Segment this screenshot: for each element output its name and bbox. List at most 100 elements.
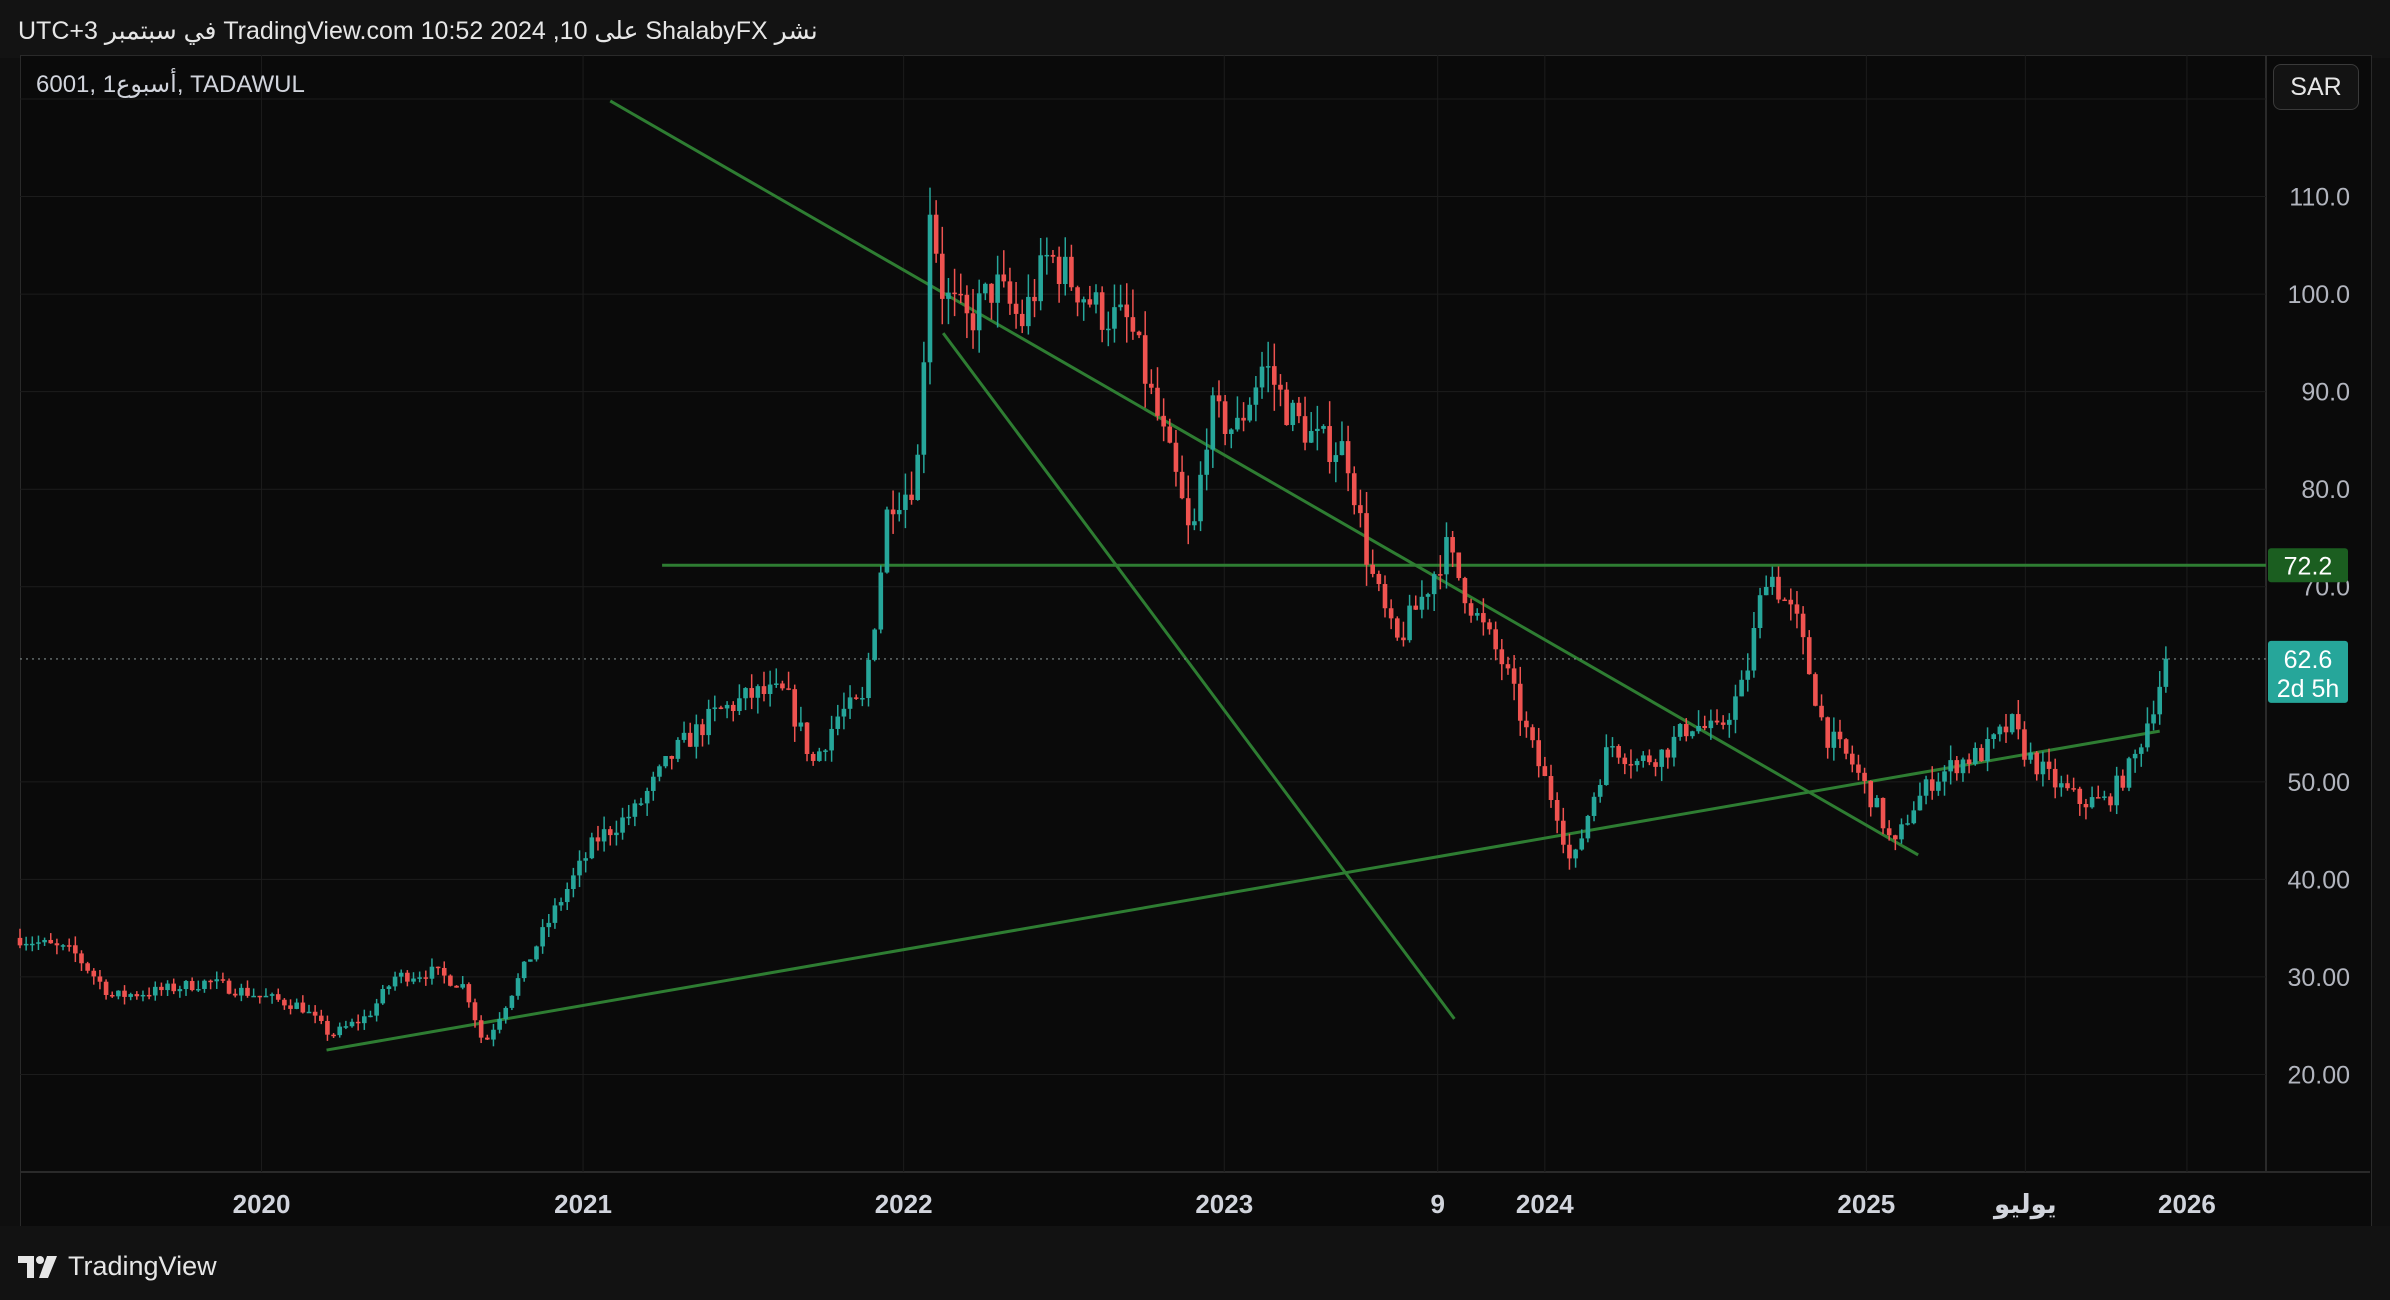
candle (860, 686, 865, 707)
candle-body (1640, 755, 1646, 761)
candle (651, 771, 656, 801)
candle-body (1628, 764, 1634, 766)
candle (460, 976, 466, 990)
candle (663, 756, 668, 769)
chart-frame[interactable] (20, 55, 2372, 1228)
candle (1149, 369, 1154, 395)
candle-body (362, 1016, 367, 1024)
candle-body (202, 980, 207, 989)
candle-body (29, 943, 35, 946)
candle (1585, 814, 1591, 843)
x-tick-label: 2026 (2158, 1189, 2216, 1219)
candle-body (1868, 780, 1874, 808)
candle (214, 971, 220, 989)
candle-body (294, 1002, 299, 1009)
candle-body (798, 722, 804, 727)
candle (915, 444, 920, 501)
candle (1290, 399, 1296, 432)
candle (380, 984, 386, 1005)
candle (607, 826, 613, 846)
y-tick-label: 90.0 (2301, 379, 2350, 407)
candle (29, 936, 35, 952)
candle (1530, 724, 1535, 748)
candle-body (2132, 753, 2138, 759)
candle (466, 982, 472, 1008)
candle-body (392, 976, 398, 987)
candle (146, 987, 152, 1000)
candle (1573, 848, 1578, 868)
candle (429, 958, 435, 985)
candle-body (1308, 431, 1314, 443)
candle (1505, 656, 1511, 675)
candle-body (2040, 761, 2046, 775)
candle (2089, 786, 2095, 809)
candle (355, 1014, 361, 1031)
candle-body (1917, 795, 1923, 811)
candle (1253, 375, 1259, 422)
candle (1948, 745, 1953, 785)
candle (1358, 489, 1363, 528)
x-axis: 2020 2021 2022 2023 9 2024 2025 يوليو 2026 (233, 1189, 2216, 1220)
candle (847, 685, 853, 719)
candle (1757, 587, 1763, 639)
candle (1019, 299, 1025, 334)
candle-body (1327, 426, 1332, 462)
candle-body (958, 293, 964, 296)
candle-body (122, 990, 127, 997)
candle-body (1991, 734, 1997, 740)
candle-body (1407, 605, 1412, 641)
candle (1093, 284, 1099, 314)
candle-body (1561, 820, 1566, 845)
candle-body (1936, 781, 1941, 791)
candle-body (1358, 505, 1363, 514)
candle-body (1683, 724, 1689, 737)
candle-body (1136, 331, 1142, 336)
candle (1874, 795, 1880, 808)
candle (577, 850, 582, 888)
candle (1997, 724, 2003, 742)
candle (1893, 834, 1898, 851)
candle (269, 992, 275, 1004)
candle (1727, 713, 1732, 738)
candle-body (1899, 824, 1904, 840)
grid-lines (20, 55, 2370, 1173)
candle (2138, 743, 2144, 767)
currency-button[interactable]: SAR (2273, 64, 2359, 110)
candle (1579, 829, 1585, 851)
candle-body (1235, 417, 1240, 430)
candle-body (1351, 473, 1357, 506)
candle-body (564, 888, 570, 903)
candle-body (1800, 613, 1806, 638)
candle (1702, 715, 1708, 731)
candle (2077, 786, 2083, 816)
candle-body (196, 988, 201, 991)
candle-body (909, 494, 914, 500)
candle (1714, 709, 1720, 725)
candle (368, 1010, 373, 1018)
candle (1345, 425, 1351, 492)
candle-body (1253, 387, 1259, 405)
candle (1481, 598, 1486, 636)
candle-body (177, 989, 183, 992)
candle (872, 628, 877, 662)
candle (1099, 286, 1105, 343)
candle-body (183, 980, 189, 990)
candle (939, 226, 945, 325)
candle (1376, 570, 1382, 592)
tradingview-logo[interactable]: TradingView (18, 1251, 217, 1282)
candle-body (257, 995, 263, 998)
candle (1936, 772, 1941, 796)
candle (620, 807, 625, 840)
candle-body (1001, 274, 1007, 282)
candle-body (1659, 749, 1664, 767)
candle (829, 715, 834, 762)
candle-body (792, 689, 798, 727)
candle (1942, 765, 1947, 796)
candle-body (91, 970, 97, 977)
candle (134, 991, 140, 1000)
candle-body (939, 253, 945, 299)
price-chart[interactable]: 120.0110.0100.090.080.070.050.0040.0030.… (0, 0, 2390, 1226)
candle-body (903, 494, 908, 510)
candle-body (1272, 366, 1277, 385)
candle-body (1702, 725, 1708, 729)
